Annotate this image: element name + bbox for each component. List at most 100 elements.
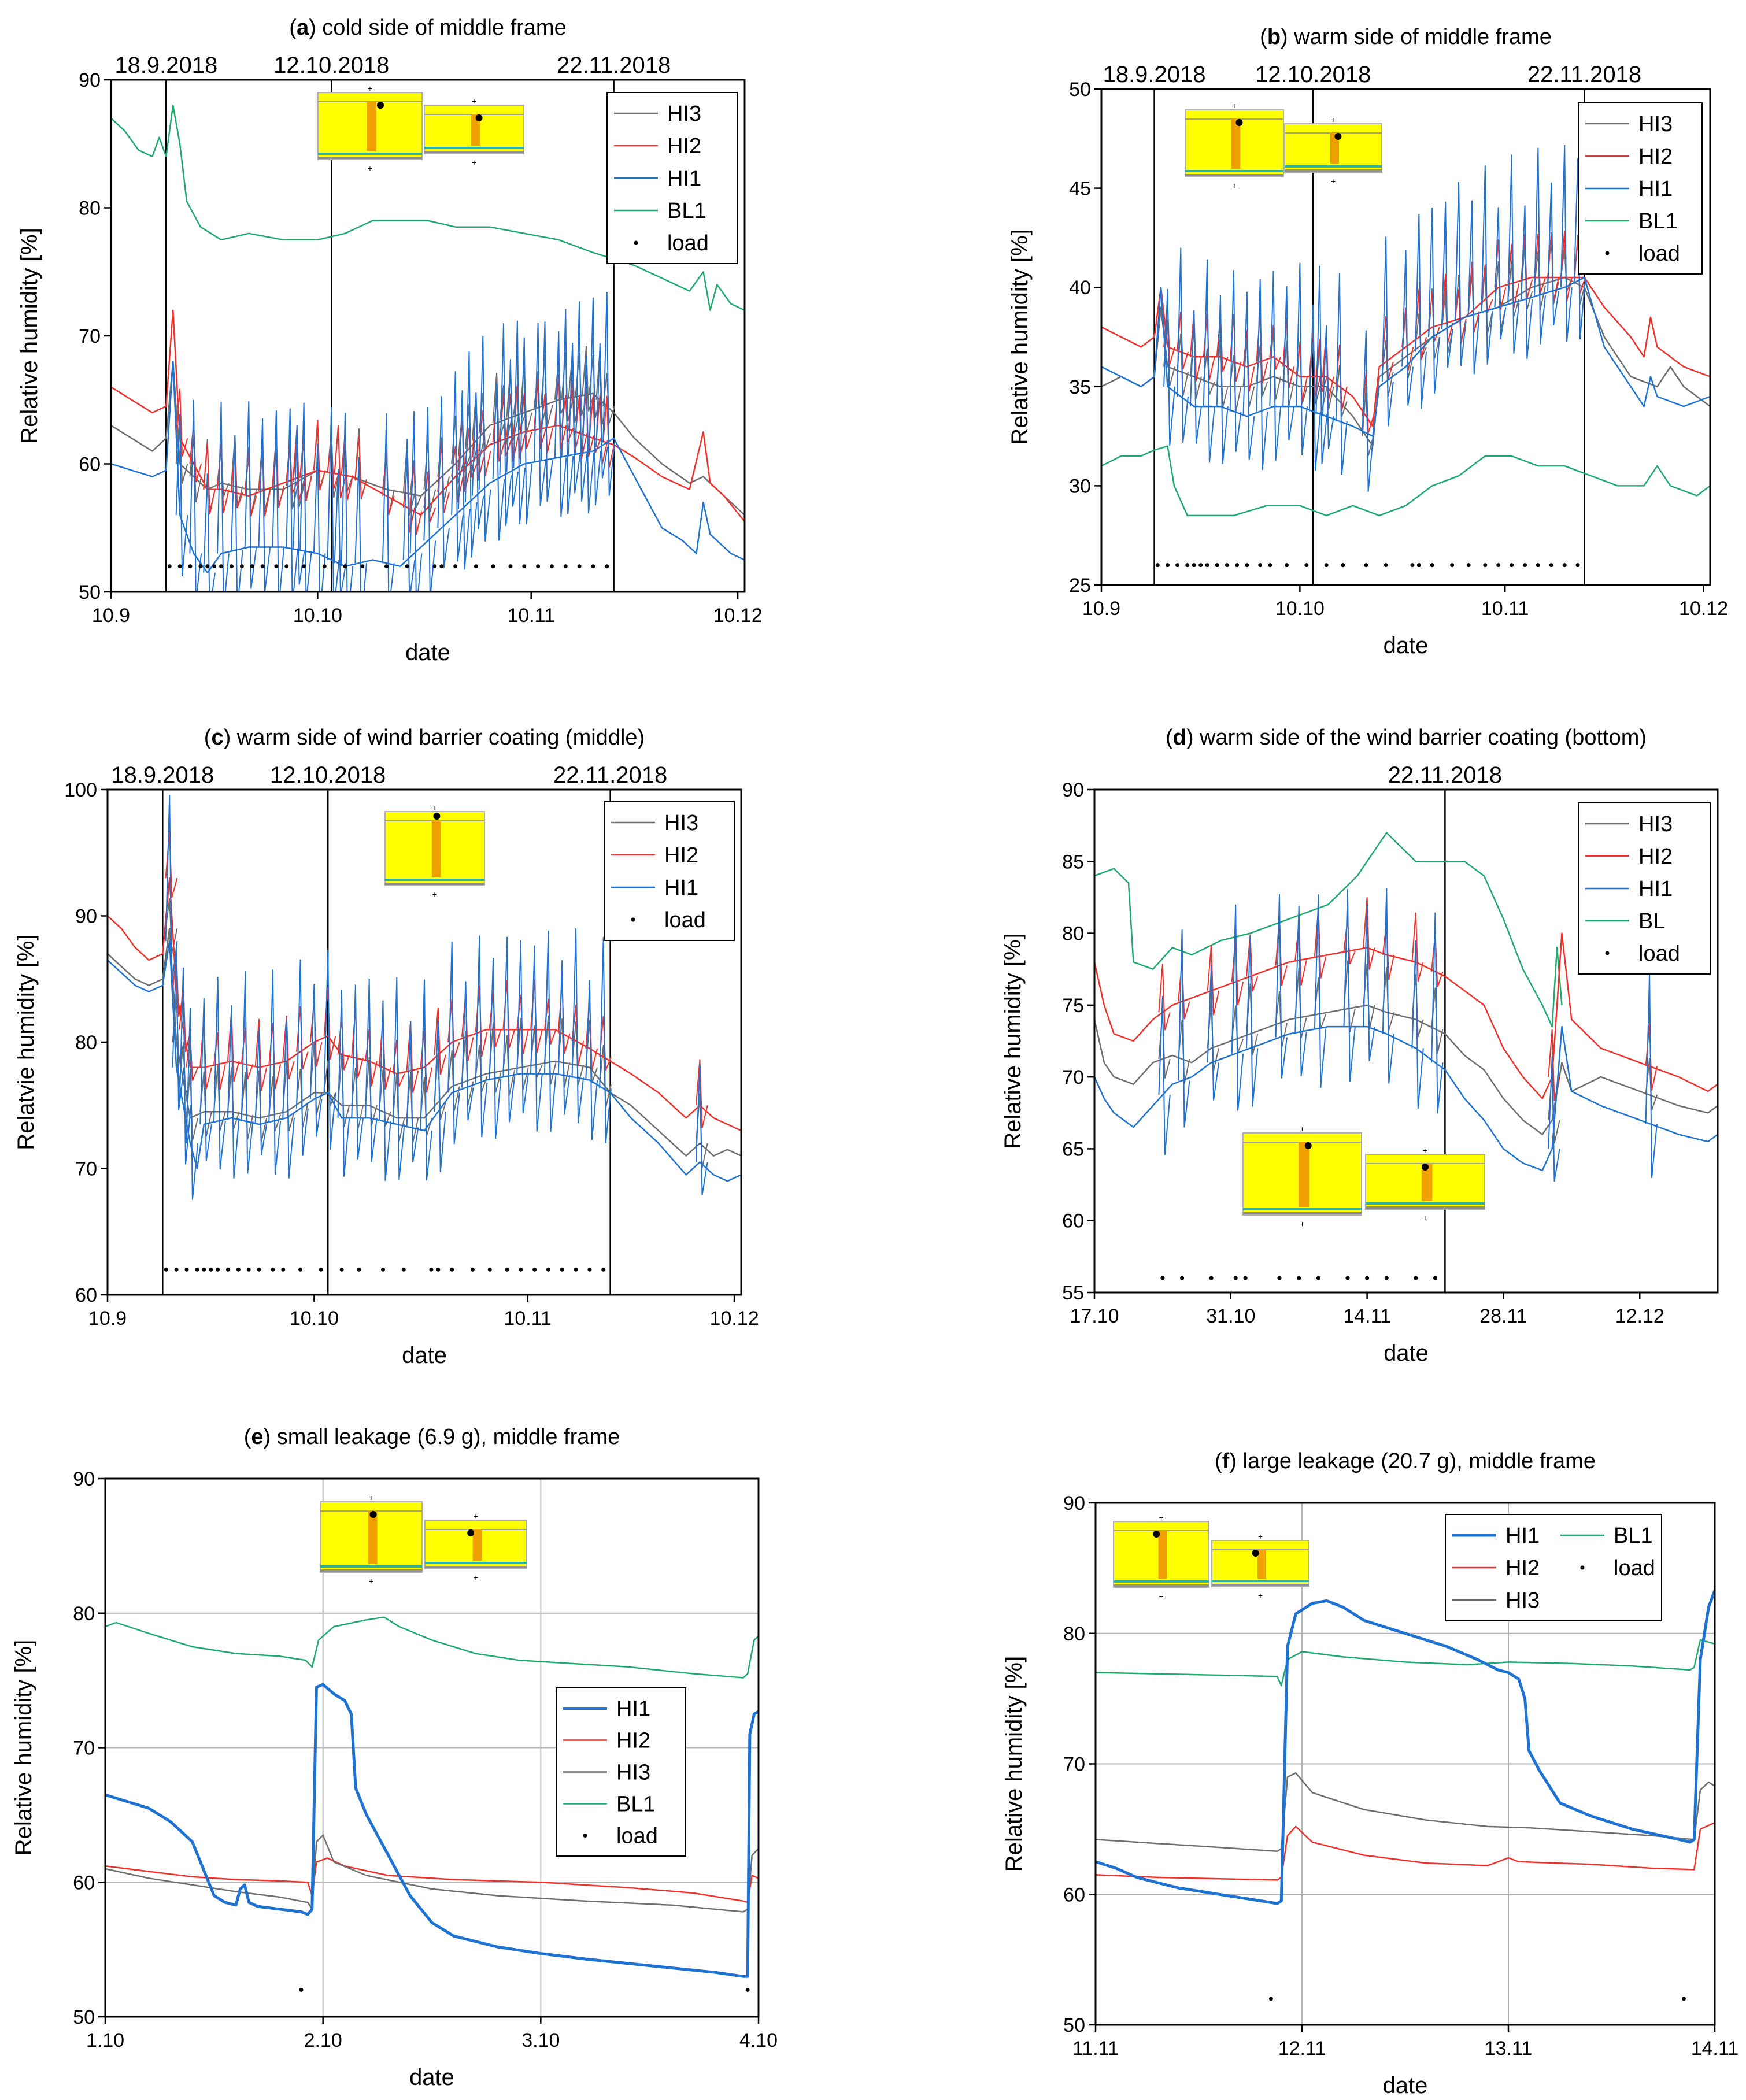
spike-HI1: [244, 401, 257, 589]
spike-HI1: [313, 443, 326, 592]
x-tick-label: 28.11: [1479, 1305, 1527, 1327]
spike-HI1: [557, 960, 571, 1115]
spike-HI1: [406, 1021, 419, 1162]
title-text: ) small leakage (6.9 g), middle frame: [264, 1425, 620, 1449]
series-line-HI1: [108, 940, 741, 1182]
legend: HI3 HI2 HI1 BL1 load: [606, 92, 738, 264]
chart-panel-c: (c) warm side of wind barrier coating (m…: [13, 725, 759, 1368]
spike-HI1: [382, 413, 395, 592]
title-text: ) large leakage (20.7 g), middle frame: [1229, 1449, 1596, 1473]
load-marker: [299, 1987, 304, 1992]
y-tick-label: 50: [1063, 2014, 1085, 2036]
spike-HI1: [1314, 894, 1327, 1088]
chart-panel-e: (e) small leakage (6.9 g), middle frame 5…: [11, 1425, 778, 2090]
event-date-label: 12.10.2018: [270, 762, 386, 788]
y-tick-label: 100: [64, 779, 97, 801]
spike-HI1: [1521, 205, 1533, 359]
load-marker: [546, 1267, 550, 1272]
chart-panel-b: (b) warm side of middle frame 18.9.2018 12…: [1007, 25, 1728, 658]
spike-HI1: [341, 413, 354, 592]
load-marker: [257, 1267, 261, 1272]
frame-diagram-inset: ++: [424, 1512, 527, 1582]
y-tick-label: 90: [1062, 779, 1084, 801]
spike-HI1: [489, 958, 502, 1139]
spike-HI1: [1441, 201, 1453, 368]
load-marker: [1575, 563, 1580, 568]
spike-HI1: [475, 935, 488, 1138]
load-marker: [319, 1267, 323, 1272]
x-tick-label: 10.11: [507, 605, 555, 627]
y-tick-label: 55: [1062, 1282, 1084, 1304]
spike-HI3: [492, 373, 505, 442]
load-marker: [177, 564, 182, 569]
spike-HI1: [1382, 888, 1395, 1084]
plot-area: [105, 1616, 759, 1992]
spike-HI1: [309, 984, 323, 1137]
inset-sensor-dot: [1422, 1164, 1429, 1171]
load-marker: [1235, 563, 1240, 568]
legend: HI1 BL1 HI2 load HI3: [1445, 1514, 1662, 1621]
title-letter: f: [1222, 1449, 1230, 1473]
spike-HI2: [1246, 934, 1259, 992]
spike-HI1: [1362, 330, 1374, 492]
inset-plus-top: +: [1423, 1146, 1427, 1155]
frame-diagram-inset: ++: [317, 84, 423, 173]
spike-HI1: [272, 410, 285, 592]
spike-HI2: [227, 1011, 240, 1082]
spike-HI1: [175, 414, 188, 576]
x-tick-label: 10.12: [1679, 598, 1728, 620]
y-tick-label: 25: [1069, 575, 1091, 597]
y-tick-label: 75: [1062, 995, 1084, 1017]
y-axis-label: Relative humidity [%]: [1001, 1656, 1027, 1872]
spike-HI2: [179, 980, 192, 1053]
x-tick-label: 14.11: [1691, 2038, 1739, 2060]
load-marker: [202, 1267, 206, 1272]
x-tick-label: 10.9: [1082, 598, 1120, 620]
spike-HI1: [540, 321, 553, 502]
y-axis-label: Relative humidity [%]: [11, 1640, 36, 1855]
inset-sensor-dot: [1252, 1550, 1259, 1557]
inset-stud: [368, 1511, 378, 1564]
load-marker: [360, 564, 365, 569]
event-date-label: 22.11.2018: [1388, 762, 1502, 788]
spike-HI1: [1231, 904, 1244, 1111]
spike-HI1: [420, 979, 433, 1181]
spike-HI2: [434, 1007, 446, 1075]
load-marker: [487, 1267, 492, 1272]
spike-HI1: [337, 989, 350, 1177]
load-marker: [1410, 563, 1415, 568]
legend-label: HI1: [616, 1697, 650, 1721]
load-marker: [284, 564, 289, 569]
load-marker: [453, 564, 458, 569]
title-text: ) warm side of middle frame: [1281, 25, 1552, 49]
inset-sensor-dot: [467, 1529, 475, 1536]
legend-label: load: [1614, 1556, 1655, 1580]
spike-HI1: [1548, 1056, 1560, 1182]
x-axis-label: date: [1383, 2073, 1428, 2098]
load-marker: [1364, 563, 1368, 568]
inset-stud: [471, 114, 480, 146]
spike-HI1: [471, 392, 484, 529]
event-date-label: 18.9.2018: [1103, 62, 1206, 87]
load-marker: [1523, 563, 1527, 568]
x-tick-label: 2.10: [304, 2029, 342, 2051]
load-marker: [1384, 563, 1388, 568]
load-marker: [339, 1267, 344, 1272]
legend-label: BL1: [1614, 1524, 1653, 1548]
inset-stud: [472, 1529, 482, 1561]
legend-swatch-load: [634, 240, 638, 245]
plot-frame: [1093, 788, 1719, 1294]
spike-HI1: [585, 980, 598, 1140]
spike-HI1: [1229, 270, 1242, 452]
load-marker: [574, 1267, 578, 1272]
load-marker: [470, 1267, 475, 1272]
x-tick-label: 10.10: [293, 605, 342, 627]
spike-HI1: [365, 978, 378, 1162]
event-date-label: 22.11.2018: [1527, 62, 1641, 87]
load-marker: [216, 1267, 220, 1272]
spike-HI1: [1246, 935, 1259, 1107]
load-marker: [1341, 563, 1345, 568]
inset-plus-top: +: [369, 1493, 373, 1502]
y-tick-label: 60: [1063, 1884, 1085, 1906]
series-line-HI3: [105, 1834, 759, 1913]
